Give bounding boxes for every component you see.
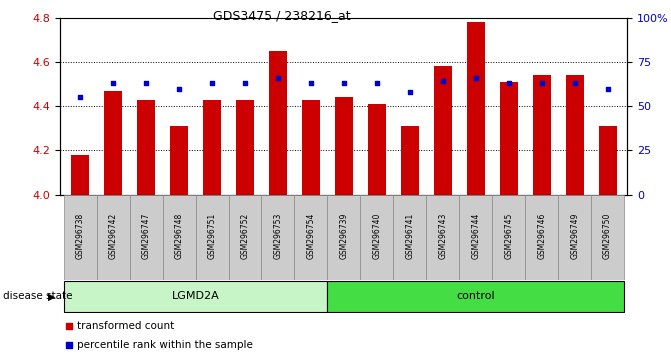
Bar — [97, 195, 130, 280]
Text: GSM296746: GSM296746 — [537, 212, 546, 259]
Bar — [599, 126, 617, 195]
Bar — [269, 51, 287, 195]
Text: ▶: ▶ — [48, 291, 55, 302]
Point — [141, 80, 152, 86]
Bar — [170, 126, 188, 195]
Bar — [566, 75, 584, 195]
Point — [437, 79, 448, 84]
Bar — [467, 22, 485, 195]
Bar — [368, 104, 386, 195]
Bar — [104, 91, 122, 195]
Point — [338, 80, 349, 86]
Bar — [229, 195, 262, 280]
Bar — [71, 155, 89, 195]
Point — [416, 77, 427, 82]
Text: GSM296739: GSM296739 — [340, 212, 348, 259]
Point — [536, 80, 547, 86]
Text: GSM296749: GSM296749 — [570, 212, 579, 259]
Text: GSM296745: GSM296745 — [504, 212, 513, 259]
Text: GSM296738: GSM296738 — [76, 212, 85, 259]
Point — [569, 80, 580, 86]
Bar — [295, 195, 327, 280]
Point — [207, 80, 217, 86]
Bar — [459, 195, 493, 280]
Text: GSM296754: GSM296754 — [307, 212, 315, 259]
Bar — [426, 195, 459, 280]
Bar — [360, 195, 393, 280]
Text: GSM296750: GSM296750 — [603, 212, 612, 259]
Text: GSM296747: GSM296747 — [142, 212, 150, 259]
Bar — [433, 66, 452, 195]
Point — [305, 80, 316, 86]
Bar — [137, 99, 155, 195]
Bar — [591, 195, 624, 280]
Bar — [236, 99, 254, 195]
Point — [108, 80, 119, 86]
Bar — [500, 82, 518, 195]
Text: GSM296753: GSM296753 — [274, 212, 282, 259]
Bar — [302, 99, 320, 195]
Text: transformed count: transformed count — [77, 321, 174, 331]
Bar — [130, 195, 162, 280]
Bar — [335, 97, 353, 195]
Point — [240, 80, 250, 86]
Bar — [493, 195, 525, 280]
Bar — [401, 126, 419, 195]
Point — [74, 95, 85, 100]
Bar — [262, 195, 295, 280]
Text: GSM296742: GSM296742 — [109, 212, 117, 259]
Text: GSM296741: GSM296741 — [405, 212, 414, 259]
Point — [603, 86, 613, 91]
Text: GSM296752: GSM296752 — [240, 212, 250, 259]
Point — [503, 80, 514, 86]
Text: GSM296748: GSM296748 — [174, 212, 184, 259]
Point — [174, 86, 185, 91]
Text: control: control — [456, 291, 495, 301]
Text: GDS3475 / 238216_at: GDS3475 / 238216_at — [213, 9, 351, 22]
Point — [272, 75, 283, 81]
Point — [405, 89, 415, 95]
Text: GSM296740: GSM296740 — [372, 212, 381, 259]
Bar — [327, 281, 624, 312]
Bar — [64, 195, 97, 280]
Text: percentile rank within the sample: percentile rank within the sample — [77, 341, 253, 350]
Bar — [558, 195, 591, 280]
Bar — [203, 99, 221, 195]
Bar — [525, 195, 558, 280]
Bar — [327, 195, 360, 280]
Point — [372, 80, 382, 86]
Bar — [162, 195, 195, 280]
Text: GSM296743: GSM296743 — [438, 212, 448, 259]
Text: GSM296744: GSM296744 — [471, 212, 480, 259]
Text: LGMD2A: LGMD2A — [172, 291, 219, 301]
Bar — [64, 281, 327, 312]
Point — [470, 75, 481, 81]
Bar — [533, 75, 551, 195]
Text: disease state: disease state — [3, 291, 73, 302]
Point — [416, 254, 427, 259]
Text: GSM296751: GSM296751 — [207, 212, 217, 259]
Bar — [393, 195, 426, 280]
Bar — [195, 195, 229, 280]
